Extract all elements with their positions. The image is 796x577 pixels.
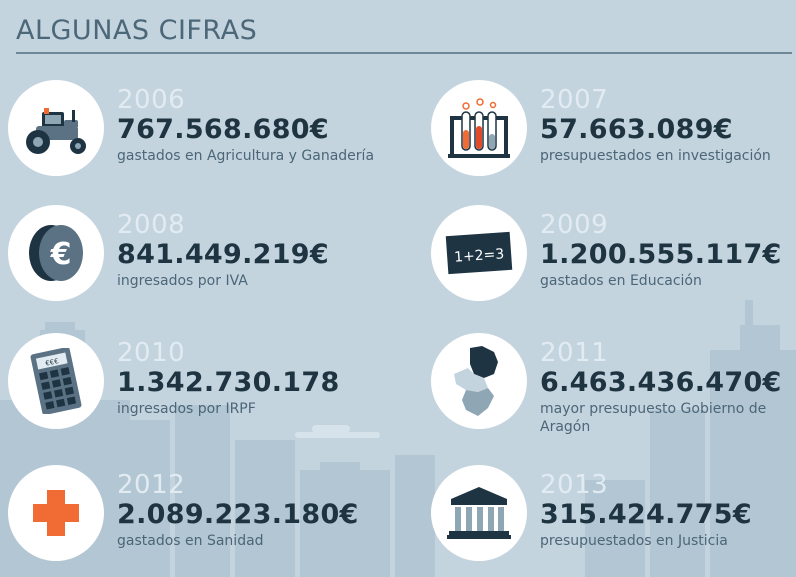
chalkboard-icon: 1+2=3 — [445, 231, 513, 275]
stat-description: gastados en Sanidad — [117, 533, 264, 549]
calculator-icon: €€€ — [30, 348, 82, 414]
stat-icon-circle — [431, 80, 527, 176]
stat-icon-circle: 1+2=3 — [431, 205, 527, 301]
stat-description: gastados en Agricultura y Ganadería — [117, 148, 375, 164]
stat-description: ingresados por IVA — [117, 273, 248, 289]
stat-icon-circle: €€€ — [8, 333, 104, 429]
stat-description: presupuestados en investigación — [540, 148, 771, 164]
stat-item-2010: €€€ 2010 1.342.730.178 ingresados por IR… — [8, 333, 388, 443]
stat-year: 2010 — [117, 338, 186, 368]
courthouse-icon — [447, 487, 511, 539]
stat-item-2008: € 2008 841.449.219€ ingresados por IVA — [8, 205, 388, 315]
test-tubes-icon — [448, 98, 510, 158]
stat-amount: 57.663.089€ — [540, 114, 733, 145]
medical-cross-icon — [33, 490, 79, 536]
stat-item-2006: 2006 767.568.680€ gastados en Agricultur… — [8, 80, 388, 190]
stat-amount: 1.200.555.117€ — [540, 239, 782, 270]
aragon-map-icon — [454, 346, 498, 416]
stat-year: 2012 — [117, 470, 186, 500]
tractor-icon — [26, 108, 86, 154]
stat-year: 2006 — [117, 85, 186, 115]
header-divider — [16, 52, 792, 54]
stat-icon-circle — [431, 465, 527, 561]
stat-description: ingresados por IRPF — [117, 401, 256, 417]
page-header: ALGUNAS CIFRAS — [16, 14, 792, 54]
stat-amount: 841.449.219€ — [117, 239, 329, 270]
stat-year: 2007 — [540, 85, 609, 115]
stat-amount: 6.463.436.470€ — [540, 367, 782, 398]
stat-icon-circle: € — [8, 205, 104, 301]
stat-description: mayor presupuesto Gobierno de Aragón — [540, 401, 767, 435]
page-title: ALGUNAS CIFRAS — [16, 15, 258, 46]
stat-year: 2009 — [540, 210, 609, 240]
stat-item-2013: 2013 315.424.775€ presupuestados en Just… — [431, 465, 796, 575]
stat-description: presupuestados en Justicia — [540, 533, 728, 549]
stat-year: 2011 — [540, 338, 609, 368]
stat-year: 2008 — [117, 210, 186, 240]
stat-amount: 767.568.680€ — [117, 114, 329, 145]
stat-icon-circle — [8, 465, 104, 561]
chalkboard-text: 1+2=3 — [454, 246, 505, 265]
svg-text:€: € — [50, 237, 72, 272]
stat-icon-circle — [431, 333, 527, 429]
stat-icon-circle — [8, 80, 104, 176]
stat-year: 2013 — [540, 470, 609, 500]
stat-amount: 1.342.730.178 — [117, 367, 340, 398]
stat-item-2011: 2011 6.463.436.470€ mayor presupuesto Go… — [431, 333, 796, 443]
stat-description: gastados en Educación — [540, 273, 702, 289]
stat-amount: 2.089.223.180€ — [117, 499, 359, 530]
calculator-display: €€€ — [45, 357, 60, 368]
stat-item-2009: 1+2=3 2009 1.200.555.117€ gastados en Ed… — [431, 205, 796, 315]
stat-item-2012: 2012 2.089.223.180€ gastados en Sanidad — [8, 465, 388, 575]
stat-amount: 315.424.775€ — [540, 499, 752, 530]
euro-coin-icon: € — [29, 225, 83, 281]
stat-item-2007: 2007 57.663.089€ presupuestados en inves… — [431, 80, 796, 190]
